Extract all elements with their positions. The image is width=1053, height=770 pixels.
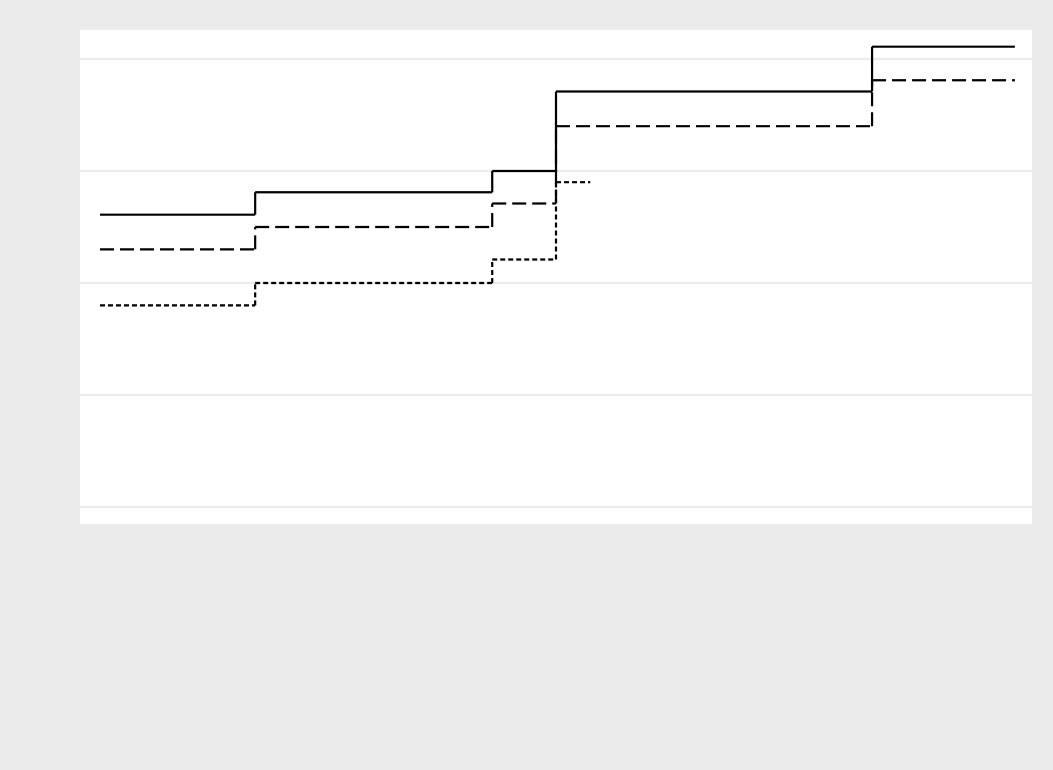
page: {"chart_data": {"type": "step", "xlim": … xyxy=(80,30,1032,524)
chart xyxy=(80,30,1032,524)
